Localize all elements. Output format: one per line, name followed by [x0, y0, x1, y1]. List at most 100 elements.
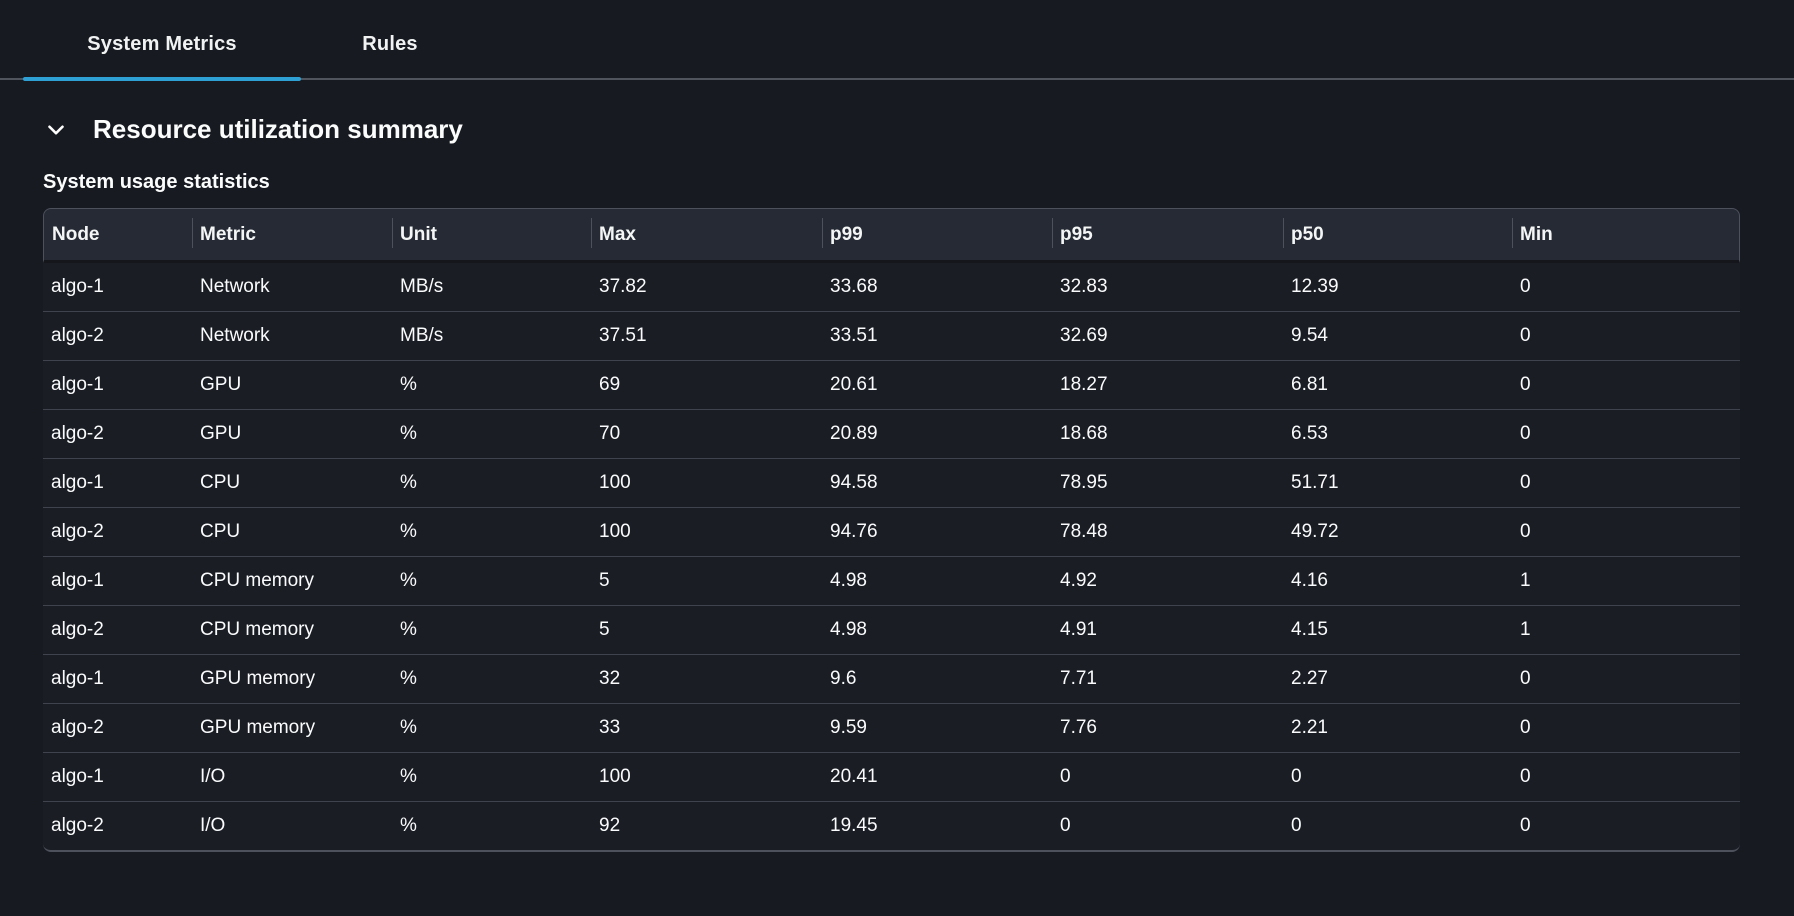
- table-cell: 0: [1512, 507, 1740, 556]
- chevron-down-icon: [43, 117, 69, 143]
- tab-rules-label: Rules: [362, 32, 418, 55]
- section-collapse-button[interactable]: [43, 117, 69, 143]
- tab-rules[interactable]: Rules: [301, 10, 479, 78]
- table-cell: %: [392, 654, 591, 703]
- table-cell: 0: [1052, 801, 1283, 852]
- table-cell: 100: [591, 507, 822, 556]
- table-cell: 0: [1283, 801, 1512, 852]
- table-cell: GPU: [192, 360, 392, 409]
- table-row: algo-2 I/O% 92 19.45 0 0 0: [43, 801, 1740, 852]
- table-cell: algo-2: [43, 409, 192, 458]
- table-cell: 7.71: [1052, 654, 1283, 703]
- table-cell: algo-2: [43, 605, 192, 654]
- section-header: Resource utilization summary: [43, 114, 1794, 145]
- table-cell: 20.61: [822, 360, 1052, 409]
- table-cell: 0: [1512, 703, 1740, 752]
- table-cell: 32.69: [1052, 311, 1283, 360]
- table-cell: MB/s: [392, 263, 591, 311]
- table-cell: I/O: [192, 801, 392, 852]
- column-header-p99: p99: [822, 208, 1052, 263]
- table-cell: MB/s: [392, 311, 591, 360]
- table-cell: CPU memory: [192, 556, 392, 605]
- table-cell: 7.76: [1052, 703, 1283, 752]
- table-cell: 18.68: [1052, 409, 1283, 458]
- column-header-node: Node: [43, 208, 192, 263]
- table-cell: 0: [1512, 654, 1740, 703]
- table-cell: 37.51: [591, 311, 822, 360]
- table-cell: 37.82: [591, 263, 822, 311]
- table-cell: 4.98: [822, 556, 1052, 605]
- table-row: algo-1 GPU% 69 20.61 18.27 6.81 0: [43, 360, 1740, 409]
- table-cell: %: [392, 409, 591, 458]
- table-header: Node Metric Unit Max p99 p95 p50 Min: [43, 208, 1740, 263]
- tab-system-metrics[interactable]: System Metrics: [23, 10, 301, 81]
- table-cell: 4.98: [822, 605, 1052, 654]
- table-cell: I/O: [192, 752, 392, 801]
- column-header-unit: Unit: [392, 208, 591, 263]
- table-row: algo-2 GPU memory% 33 9.59 7.76 2.21 0: [43, 703, 1740, 752]
- table-cell: %: [392, 605, 591, 654]
- table-row: algo-2 CPU% 100 94.76 78.48 49.72 0: [43, 507, 1740, 556]
- table-cell: 5: [591, 605, 822, 654]
- table-cell: %: [392, 360, 591, 409]
- table-cell: 6.53: [1283, 409, 1512, 458]
- column-header-metric: Metric: [192, 208, 392, 263]
- table-cell: 20.89: [822, 409, 1052, 458]
- table-cell: 49.72: [1283, 507, 1512, 556]
- table-cell: 94.76: [822, 507, 1052, 556]
- table-cell: 69: [591, 360, 822, 409]
- table-cell: 0: [1512, 263, 1740, 311]
- table-cell: 33.68: [822, 263, 1052, 311]
- table-cell: algo-2: [43, 801, 192, 852]
- table-cell: %: [392, 507, 591, 556]
- table-cell: 94.58: [822, 458, 1052, 507]
- table-cell: algo-2: [43, 311, 192, 360]
- table-cell: GPU memory: [192, 654, 392, 703]
- table-cell: algo-1: [43, 752, 192, 801]
- table-cell: 100: [591, 458, 822, 507]
- table-cell: algo-1: [43, 360, 192, 409]
- table-cell: 5: [591, 556, 822, 605]
- table-cell: 51.71: [1283, 458, 1512, 507]
- table-cell: 18.27: [1052, 360, 1283, 409]
- table-cell: algo-1: [43, 556, 192, 605]
- table-cell: 12.39: [1283, 263, 1512, 311]
- table-cell: Network: [192, 263, 392, 311]
- table-cell: 0: [1512, 752, 1740, 801]
- table-row: algo-2 Network MB/s 37.51 33.51 32.69 9.54 0: [43, 311, 1740, 360]
- table-cell: 4.91: [1052, 605, 1283, 654]
- table-cell: algo-1: [43, 654, 192, 703]
- table-cell: 9.59: [822, 703, 1052, 752]
- table-cell: %: [392, 458, 591, 507]
- table-title: System usage statistics: [43, 171, 270, 193]
- table-row: algo-1 CPU memory% 5 4.98 4.92 4.16 1: [43, 556, 1740, 605]
- table-cell: CPU: [192, 458, 392, 507]
- table-cell: algo-1: [43, 263, 192, 311]
- table-cell: algo-2: [43, 507, 192, 556]
- table-cell: 9.6: [822, 654, 1052, 703]
- table-cell: 2.27: [1283, 654, 1512, 703]
- table-cell: %: [392, 752, 591, 801]
- table-row: algo-1 GPU memory% 32 9.6 7.71 2.27 0: [43, 654, 1740, 703]
- table-cell: %: [392, 703, 591, 752]
- table-row: algo-1 CPU% 100 94.58 78.95 51.71 0: [43, 458, 1740, 507]
- table-row: algo-1 I/O% 100 20.41 0 0 0: [43, 752, 1740, 801]
- table-cell: 33: [591, 703, 822, 752]
- table-cell: 0: [1512, 311, 1740, 360]
- table-cell: 6.81: [1283, 360, 1512, 409]
- table-cell: 0: [1512, 801, 1740, 852]
- table-cell: CPU: [192, 507, 392, 556]
- tab-system-metrics-label: System Metrics: [87, 32, 237, 55]
- table-cell: 19.45: [822, 801, 1052, 852]
- table-cell: CPU memory: [192, 605, 392, 654]
- table-cell: algo-2: [43, 703, 192, 752]
- table-cell: 32: [591, 654, 822, 703]
- column-header-max: Max: [591, 208, 822, 263]
- table-cell: GPU: [192, 409, 392, 458]
- table-cell: 0: [1512, 458, 1740, 507]
- table-cell: %: [392, 556, 591, 605]
- column-header-min: Min: [1512, 208, 1740, 263]
- table-cell: GPU memory: [192, 703, 392, 752]
- column-header-p50: p50: [1283, 208, 1512, 263]
- table-cell: 100: [591, 752, 822, 801]
